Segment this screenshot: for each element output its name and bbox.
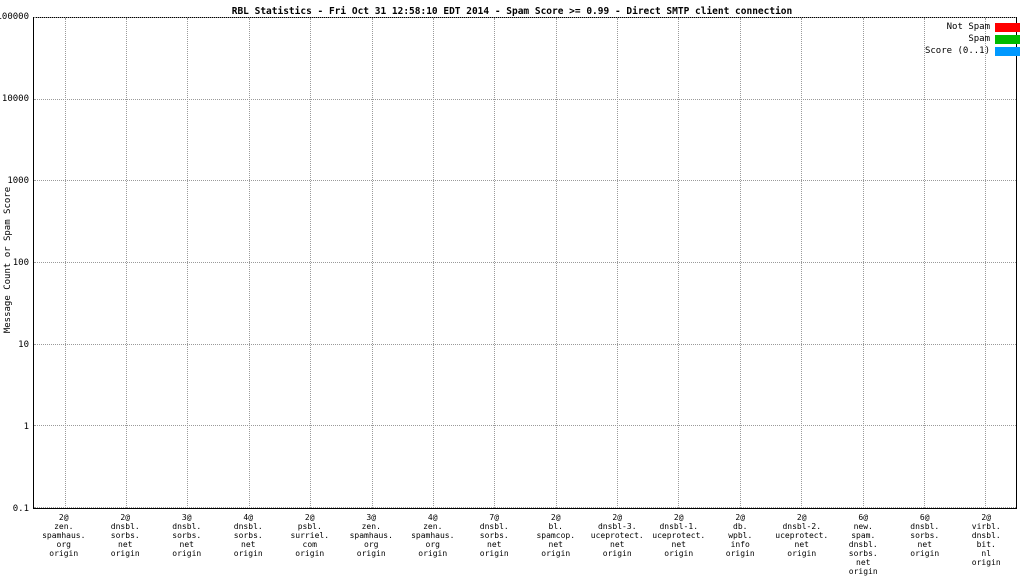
grid-line-vertical: [862, 18, 864, 508]
legend-swatch: [995, 46, 1020, 56]
x-tick-label: 2@ bl. spamcop. net origin: [536, 513, 576, 558]
legend: Not Spam Spam Score (0..1): [925, 22, 1020, 56]
grid-line-vertical: [248, 18, 250, 508]
grid-line-horizontal: [34, 425, 1016, 427]
y-tick-label: 0.1: [12, 504, 29, 514]
y-tick-label: 100: [12, 258, 29, 268]
y-tick-label: 1: [23, 422, 29, 432]
grid-line-vertical: [739, 18, 741, 508]
legend-swatch: [995, 34, 1020, 44]
y-tick-label: 10000: [1, 93, 29, 104]
x-tick-label: 6@ dnsbl. sorbs. net origin: [910, 513, 940, 558]
legend-item: Spam: [925, 34, 1020, 44]
x-tick-label: 2@ dnsbl-3. uceprotect. net origin: [590, 513, 644, 558]
x-tick-label: 7@ dnsbl. sorbs. net origin: [479, 513, 509, 558]
x-tick-labels: 2@ zen. spamhaus. org origin 2@ dnsbl. so…: [33, 513, 1017, 576]
grid-line-horizontal: [34, 17, 1016, 18]
grid-line-vertical: [617, 18, 619, 508]
legend-item: Not Spam: [925, 22, 1020, 32]
grid-line-vertical: [310, 18, 312, 508]
plot-area: [33, 17, 1017, 509]
x-tick-label: 4@ zen. spamhaus. org origin: [411, 513, 455, 558]
grid-line-horizontal: [34, 343, 1016, 345]
x-tick-label: 6@ new. spam. dnsbl. sorbs. net origin: [848, 513, 878, 576]
x-tick-label: 4@ dnsbl. sorbs. net origin: [233, 513, 263, 558]
legend-label: Not Spam: [946, 22, 990, 32]
x-tick-label: 2@ zen. spamhaus. org origin: [42, 513, 86, 558]
grid-line-horizontal: [34, 98, 1016, 100]
grid-line-horizontal: [34, 507, 1016, 508]
chart-title: RBL Statistics - Fri Oct 31 12:58:10 EDT…: [231, 6, 793, 17]
y-tick-label: 10: [18, 339, 29, 350]
grid-line-vertical: [985, 18, 987, 508]
grid-line-vertical: [923, 18, 925, 508]
grid-line-vertical: [555, 18, 557, 508]
grid-line-vertical: [187, 18, 189, 508]
x-tick-label: 3@ dnsbl. sorbs. net origin: [172, 513, 202, 558]
grid-line-vertical: [64, 18, 66, 508]
x-tick-label: 2@ virbl. dnsbl. bit. nl origin: [971, 513, 1001, 567]
grid-line-vertical: [801, 18, 803, 508]
legend-item: Score (0..1): [925, 46, 1020, 56]
grid-line-vertical: [371, 18, 373, 508]
grid-line-horizontal: [34, 180, 1016, 182]
grid-line-vertical: [678, 18, 680, 508]
legend-label: Spam: [968, 34, 990, 44]
legend-swatch: [995, 22, 1020, 32]
y-tick-label: 1000: [7, 175, 29, 186]
x-tick-label: 2@ psbl. surriel. com origin: [290, 513, 330, 558]
grid-line-vertical: [126, 18, 128, 508]
legend-label: Score (0..1): [924, 46, 990, 56]
x-tick-label: 3@ zen. spamhaus. org origin: [349, 513, 393, 558]
grid-line-vertical: [494, 18, 496, 508]
grid-line-horizontal: [34, 262, 1016, 263]
x-tick-label: 2@ dnsbl. sorbs. net origin: [110, 513, 140, 558]
grid-line-vertical: [432, 18, 434, 508]
x-tick-label: 2@ db. wpbl. info origin: [725, 513, 755, 558]
x-tick-label: 2@ dnsbl-1. uceprotect. net origin: [652, 513, 706, 558]
x-tick-label: 2@ dnsbl-2. uceprotect. net origin: [775, 513, 829, 558]
